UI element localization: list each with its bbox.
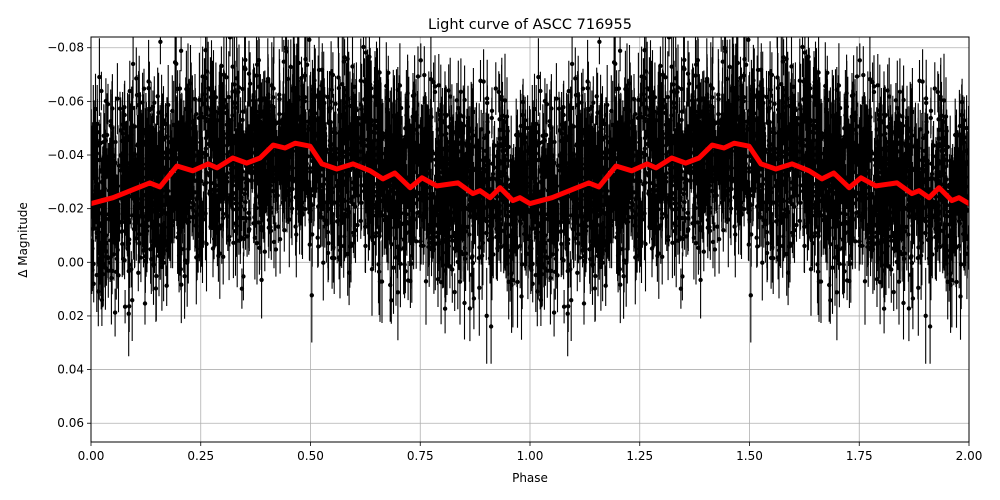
- y-tick-label: −0.04: [47, 148, 84, 162]
- y-axis-label: Δ Magnitude: [16, 202, 30, 278]
- x-tick-label: 0.25: [187, 449, 214, 463]
- x-tick-label: 0.75: [407, 449, 434, 463]
- y-tick-label: −0.06: [47, 94, 84, 108]
- x-tick-label: 0.50: [297, 449, 324, 463]
- chart-title: Light curve of ASCC 716955: [428, 17, 632, 33]
- y-tick-label: 0.00: [57, 255, 84, 269]
- x-tick-label: 1.50: [736, 449, 763, 463]
- y-tick-label: 0.06: [57, 416, 84, 430]
- y-axis-ticks: −0.08 −0.06 −0.04 −0.02 0.00 0.02 0.04 0.06: [47, 41, 91, 430]
- x-axis-label: Phase: [512, 471, 548, 485]
- x-tick-label: 1.00: [517, 449, 544, 463]
- binned-mean-curve: [91, 140, 969, 207]
- x-tick-label: 1.75: [846, 449, 873, 463]
- y-tick-label: 0.02: [57, 309, 84, 323]
- x-tick-label: 0.00: [78, 449, 105, 463]
- y-tick-label: −0.02: [47, 202, 84, 216]
- x-tick-label: 2.00: [956, 449, 983, 463]
- y-tick-label: −0.08: [47, 41, 84, 55]
- x-tick-label: 1.25: [626, 449, 653, 463]
- y-tick-label: 0.04: [57, 363, 84, 377]
- x-axis-ticks: 0.00 0.25 0.50 0.75 1.00 1.25 1.50 1.75 2.00: [78, 442, 983, 463]
